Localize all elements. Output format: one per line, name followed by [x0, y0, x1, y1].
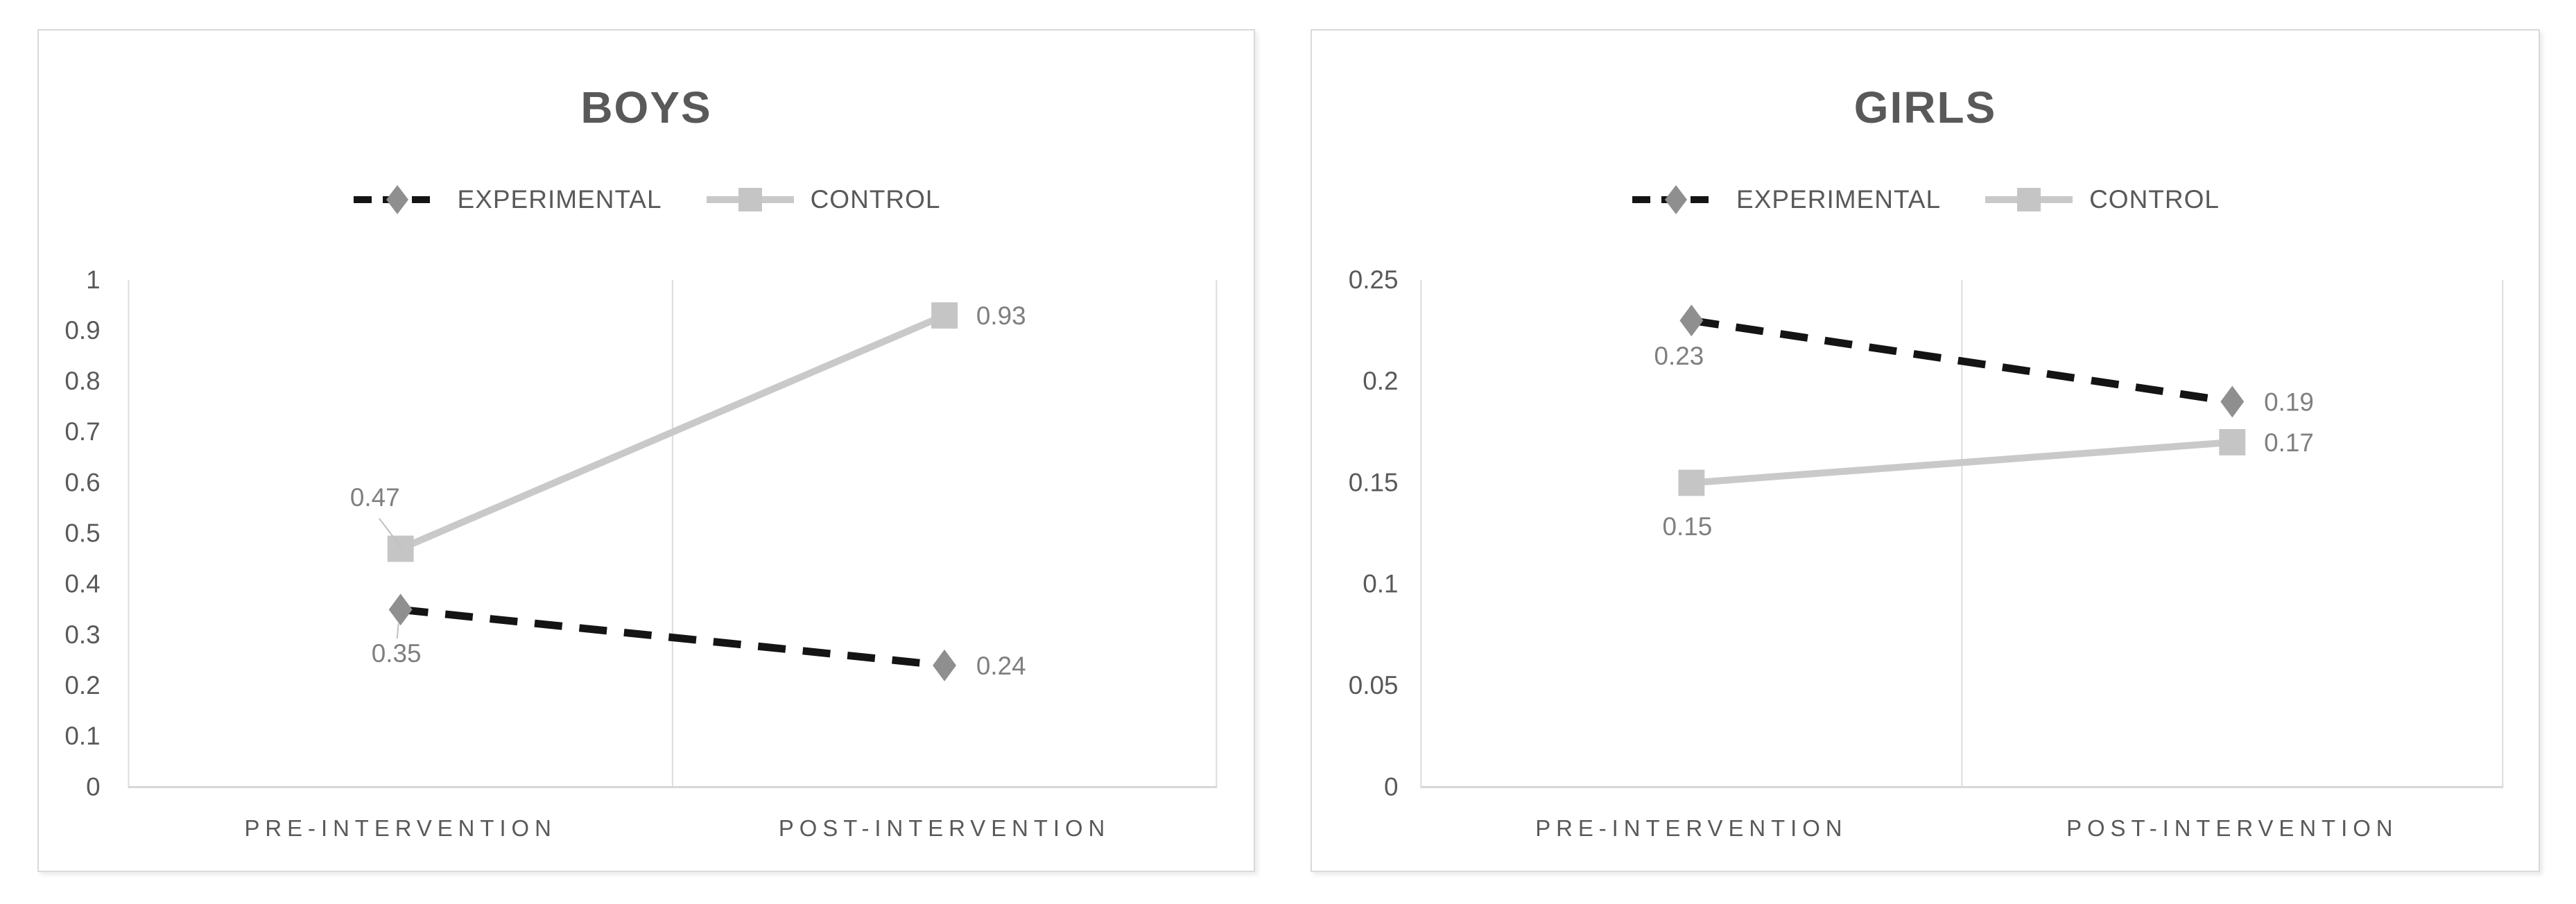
legend-boys: EXPERIMENTAL CONTROL — [39, 183, 1254, 216]
legend-label-experimental: EXPERIMENTAL — [1736, 185, 1942, 214]
y-tick-label: 0.2 — [1363, 367, 1398, 395]
square-marker — [387, 535, 414, 562]
x-category-label: PRE-INTERVENTION — [1535, 815, 1847, 841]
data-label: 0.23 — [1654, 342, 1704, 370]
experimental-line-swatch-icon — [1632, 185, 1720, 214]
y-tick-label: 0.3 — [64, 620, 100, 649]
y-tick-label: 0.25 — [1349, 266, 1399, 294]
legend-label-experimental: EXPERIMENTAL — [457, 185, 662, 214]
y-tick-label: 0.8 — [64, 367, 100, 395]
chart-title-boys: BOYS — [580, 82, 712, 132]
plot-area-girls: 0 0.05 0.1 0.15 0.2 0.25 PRE-INTERVENTION POST-… — [1349, 266, 2504, 841]
y-tick-label: 0.6 — [64, 468, 100, 496]
y-tick-label: 0 — [1384, 772, 1399, 801]
legend-item-control: CONTROL — [1984, 183, 2220, 216]
data-label: 0.15 — [1663, 512, 1713, 541]
series-line-control — [1691, 438, 2233, 487]
y-tick-label: 0.1 — [64, 722, 100, 750]
chart-panel-boys: BOYS EXPERIMENTAL CONTROL 0 0.1 0.2 0.3 0.4 0… — [37, 29, 1255, 872]
series-line-experimental — [1691, 316, 2233, 406]
diamond-marker — [2220, 385, 2245, 418]
legend-item-experimental: EXPERIMENTAL — [1631, 183, 1941, 216]
series-line-control — [399, 312, 946, 553]
chart-title-girls: GIRLS — [1853, 82, 1997, 132]
data-label: 0.24 — [976, 652, 1026, 680]
legend-label-control: CONTROL — [810, 185, 941, 214]
x-category-label: POST-INTERVENTION — [779, 815, 1110, 841]
legend-label-control: CONTROL — [2089, 185, 2220, 214]
y-tick-label: 0.05 — [1349, 671, 1399, 699]
data-label: 0.17 — [2264, 428, 2314, 457]
square-marker — [931, 302, 958, 329]
y-tick-label: 0.5 — [64, 519, 100, 548]
diamond-marker — [388, 593, 413, 626]
y-tick-label: 0.1 — [1363, 570, 1398, 598]
diamond-marker — [1679, 304, 1704, 337]
y-tick-label: 0.4 — [64, 570, 100, 598]
x-category-label: POST-INTERVENTION — [2066, 815, 2398, 841]
label-leader-line — [378, 518, 402, 548]
legend-item-experimental: EXPERIMENTAL — [352, 183, 662, 216]
y-tick-label: 0 — [86, 772, 101, 801]
y-tick-label: 0.15 — [1349, 468, 1399, 496]
diamond-marker — [933, 649, 957, 681]
series-line-experimental — [400, 605, 945, 670]
chart-panel-girls: GIRLS EXPERIMENTAL CONTROL 0 0.05 0.1 0.15 0… — [1311, 29, 2540, 872]
data-label: 0.93 — [976, 302, 1026, 330]
plot-area-boys: 0 0.1 0.2 0.3 0.4 0.5 0.6 0.7 0.8 0.9 1 PRE-INTERVE… — [64, 266, 1218, 841]
y-tick-label: 0.9 — [64, 316, 100, 345]
y-tick-label: 1 — [86, 266, 101, 294]
x-category-label: PRE-INTERVENTION — [245, 815, 557, 841]
label-leader-line — [396, 623, 399, 639]
data-label: 0.35 — [372, 639, 422, 668]
control-line-swatch-icon — [706, 188, 794, 211]
y-tick-label: 0.2 — [64, 671, 100, 699]
data-label: 0.47 — [350, 483, 400, 512]
experimental-line-swatch-icon — [353, 185, 441, 214]
data-label: 0.19 — [2264, 388, 2314, 416]
legend-girls: EXPERIMENTAL CONTROL — [1312, 183, 2539, 216]
square-marker — [1678, 469, 1705, 496]
control-line-swatch-icon — [1985, 188, 2073, 211]
legend-item-control: CONTROL — [705, 183, 941, 216]
square-marker — [2219, 428, 2246, 455]
y-tick-label: 0.7 — [64, 417, 100, 446]
